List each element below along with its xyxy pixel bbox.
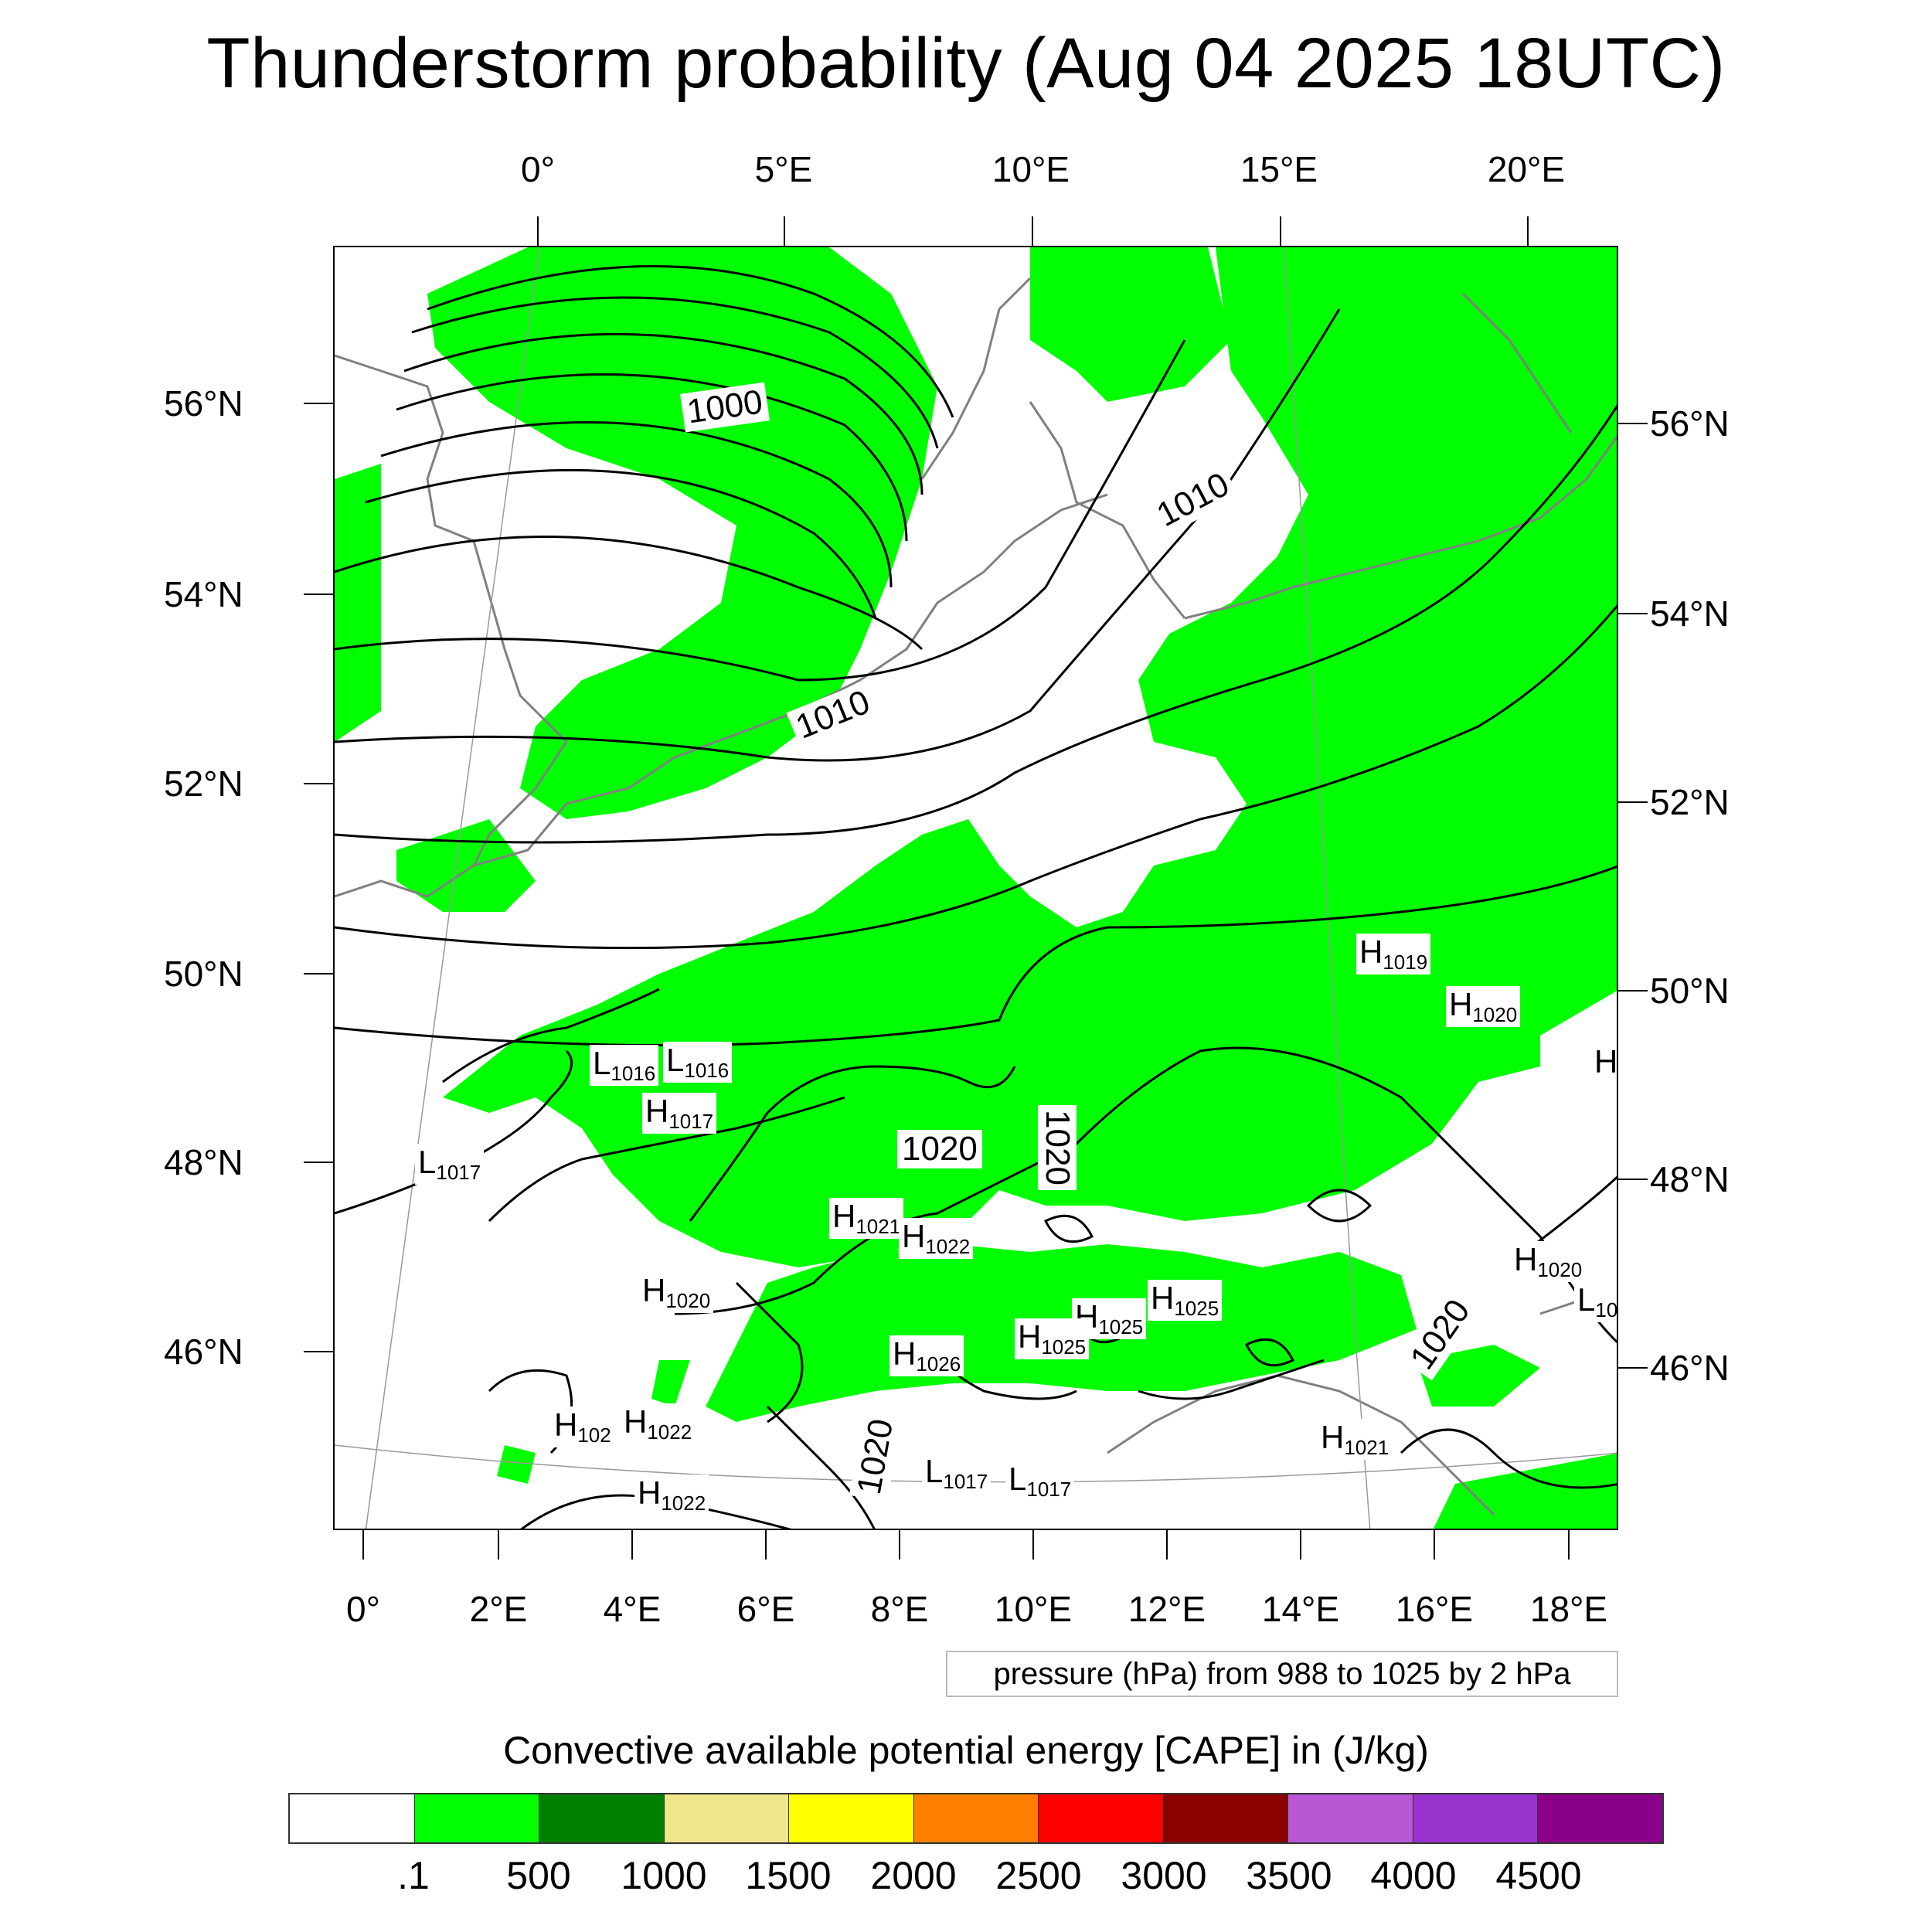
right-lat-label: 46°N xyxy=(1650,1348,1730,1388)
colorbar-label: 4000 xyxy=(1370,1854,1457,1897)
right-lat-label: 56°N xyxy=(1650,403,1730,444)
bottom-lon-label: 8°E xyxy=(870,1589,929,1629)
colorbar-label: 4500 xyxy=(1495,1854,1582,1897)
pressure-info-box: pressure (hPa) from 988 to 1025 by 2 hPa xyxy=(946,1651,1618,1697)
colorbar-label: 1500 xyxy=(745,1854,832,1897)
left-lat-label: 56°N xyxy=(164,383,243,423)
top-lon-label: 20°E xyxy=(1487,149,1566,189)
pressure-center-label: H1022 xyxy=(634,1475,709,1515)
bottom-lon-label: 6°E xyxy=(736,1589,795,1629)
pressure-center-label: H xyxy=(1591,1043,1617,1084)
pressure-center-label: H1021 xyxy=(1318,1419,1393,1460)
pressure-center-label: H1022 xyxy=(621,1403,696,1444)
isobar-label: 1020 xyxy=(897,1130,982,1168)
pressure-center-label: H1020 xyxy=(1446,986,1521,1027)
colorbar xyxy=(288,1793,1664,1844)
right-lat-label: 50°N xyxy=(1650,971,1730,1011)
colorbar-label: 3500 xyxy=(1246,1854,1332,1897)
left-lat-label: 52°N xyxy=(164,764,243,804)
pressure-center-label: L1016 xyxy=(590,1045,659,1086)
top-lon-label: 10°E xyxy=(992,149,1070,189)
colorbar-cell xyxy=(414,1794,540,1842)
colorbar-label: 2500 xyxy=(995,1854,1082,1897)
pressure-center-label: H1026 xyxy=(889,1335,964,1376)
legend-title: Convective available potential energy [C… xyxy=(503,1729,1429,1772)
colorbar-cell xyxy=(1163,1794,1289,1842)
right-lat-label: 48°N xyxy=(1650,1159,1730,1199)
right-lat-label: 52°N xyxy=(1650,782,1730,822)
top-lon-label: 15°E xyxy=(1240,149,1318,189)
bottom-lon-label: 2°E xyxy=(469,1589,528,1629)
colorbar-cell xyxy=(1039,1794,1164,1842)
colorbar-label: 500 xyxy=(506,1854,571,1897)
left-lat-label: 50°N xyxy=(164,954,243,994)
left-lat-label: 54°N xyxy=(164,574,243,614)
bottom-lon-label: 4°E xyxy=(603,1589,662,1629)
pressure-center-label: H1020 xyxy=(639,1272,714,1313)
colorbar-cell xyxy=(789,1794,914,1842)
bottom-lon-label: 14°E xyxy=(1261,1589,1340,1629)
isobar-label: 1020 xyxy=(1037,1105,1077,1190)
right-lat-label: 54°N xyxy=(1650,594,1730,634)
pressure-center-label: H102 xyxy=(551,1406,614,1447)
page-title: Thunderstorm probability (Aug 04 2025 18… xyxy=(206,24,1726,103)
bottom-lon-label: 0° xyxy=(346,1589,380,1629)
bottom-lon-label: 10°E xyxy=(994,1589,1073,1629)
left-lat-label: 46°N xyxy=(164,1332,243,1372)
top-lon-label: 5°E xyxy=(754,149,813,189)
pressure-center-label: L1017 xyxy=(922,1453,992,1494)
colorbar-cell xyxy=(1538,1794,1663,1842)
pressure-center-label: L1017 xyxy=(415,1144,485,1185)
colorbar-cell xyxy=(913,1794,1039,1842)
colorbar-cell xyxy=(1288,1794,1413,1842)
pressure-center-label: H1019 xyxy=(1356,934,1431,975)
pressure-center-label: L10 xyxy=(1574,1281,1617,1322)
colorbar-label: 1000 xyxy=(621,1854,707,1897)
pressure-center-label: H1020 xyxy=(1511,1241,1586,1282)
colorbar-cell xyxy=(539,1794,665,1842)
pressure-center-label: L1016 xyxy=(663,1042,733,1083)
pressure-center-label: H1025 xyxy=(1015,1318,1090,1359)
bottom-lon-label: 18°E xyxy=(1529,1589,1608,1629)
left-lat-label: 48°N xyxy=(164,1142,243,1182)
bottom-lon-label: 16°E xyxy=(1395,1589,1474,1629)
top-lon-label: 0° xyxy=(521,149,555,189)
colorbar-label: 2000 xyxy=(870,1854,957,1897)
colorbar-label: 3000 xyxy=(1121,1854,1207,1897)
pressure-center-label: L1017 xyxy=(1005,1461,1075,1502)
pressure-center-label: H1022 xyxy=(899,1218,974,1259)
colorbar-cell xyxy=(1413,1794,1539,1842)
pressure-center-label: H1025 xyxy=(1148,1280,1223,1321)
cape-fill xyxy=(335,247,1617,1529)
cape-field-map xyxy=(335,247,1617,1529)
colorbar-cell xyxy=(664,1794,790,1842)
pressure-center-label: H1021 xyxy=(829,1198,904,1239)
pressure-center-label: H1017 xyxy=(642,1093,717,1134)
bottom-lon-label: 12°E xyxy=(1128,1589,1206,1629)
map-panel[interactable]: 1000 1010 1010 1020 1020 1020 1020 L1016… xyxy=(333,246,1618,1530)
colorbar-label: .1 xyxy=(397,1854,430,1897)
colorbar-cell xyxy=(290,1794,415,1842)
